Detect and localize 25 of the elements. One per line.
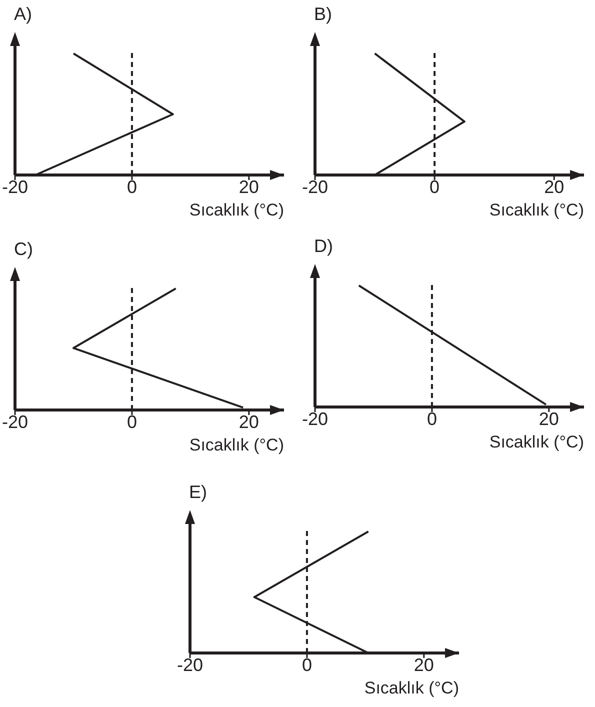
x-tick-label: -20 xyxy=(302,176,328,197)
chart-title: E) xyxy=(189,482,207,502)
chart-title: B) xyxy=(314,4,332,24)
x-tick-label: -20 xyxy=(2,412,28,432)
x-tick-label: 0 xyxy=(426,408,437,429)
x-tick-label: 0 xyxy=(126,176,137,197)
x-axis-title: Sıcaklık (°C) xyxy=(189,435,284,454)
x-tick-label: 0 xyxy=(302,654,312,675)
x-tick-label: 20 xyxy=(544,176,564,197)
x-tick-label: 20 xyxy=(238,412,259,432)
x-axis-title: Sıcaklık (°C) xyxy=(489,432,584,452)
x-tick-label: 20 xyxy=(538,408,559,429)
x-tick-label: -20 xyxy=(2,176,28,197)
x-axis-title: Sıcaklık (°C) xyxy=(189,200,284,220)
x-axis-title: Sıcaklık (°C) xyxy=(489,200,584,220)
chart-title: D) xyxy=(314,236,333,256)
x-tick-label: -20 xyxy=(302,408,328,429)
x-axis-title: Sıcaklık (°C) xyxy=(364,678,459,698)
x-tick-label: 0 xyxy=(126,412,137,432)
chart-title: A) xyxy=(14,4,32,24)
x-tick-label: -20 xyxy=(177,654,204,675)
x-tick-label: 20 xyxy=(238,176,259,197)
chart-title: C) xyxy=(14,238,33,259)
x-tick-label: 20 xyxy=(414,654,434,675)
x-tick-label: 0 xyxy=(430,176,440,197)
